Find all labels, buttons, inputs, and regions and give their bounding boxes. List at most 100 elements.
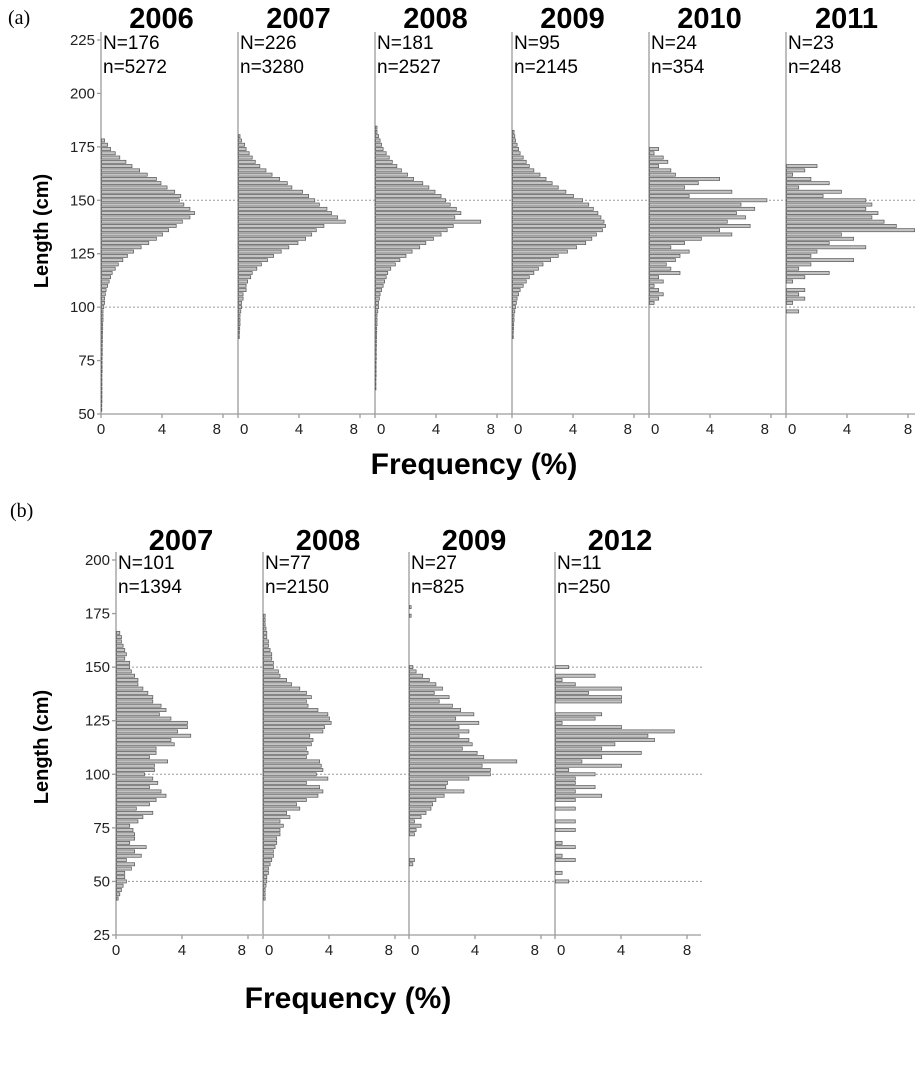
y-tick-label: 175 [85, 606, 110, 623]
bar-2007-166cm [238, 164, 261, 168]
bar-2007-134cm [238, 232, 313, 237]
bar-2008-70cm [375, 369, 377, 374]
panel-N-count: N=24 [651, 33, 697, 54]
x-axis-label: Frequency (%) [245, 982, 452, 1015]
bar-2009-128cm [409, 712, 475, 717]
bar-2009-142cm [409, 682, 437, 687]
bar-2011-128cm [786, 245, 867, 250]
panel-n-count: n=250 [557, 577, 610, 598]
bar-2010-134cm [649, 232, 733, 237]
bar-2008-150cm [375, 198, 447, 203]
bar-2006-146cm [101, 206, 191, 211]
bar-2009-136cm [409, 695, 450, 700]
bar-2006-74cm [101, 360, 103, 365]
y-tick-label: 50 [93, 873, 110, 890]
y-tick-label: 200 [85, 552, 110, 569]
bar-2007-90cm [238, 326, 241, 331]
bar-2007-70cm [116, 836, 135, 841]
x-tick-label: 4 [706, 421, 714, 438]
panel-n-count: n=1394 [118, 577, 182, 598]
bar-2008-52cm [263, 875, 268, 880]
bar-2011-102cm [786, 300, 793, 305]
bar-2007-112cm [238, 279, 248, 284]
bar-2006-132cm [101, 236, 157, 241]
bar-2010-130cm [649, 241, 685, 245]
x-tick-label: 8 [904, 421, 912, 438]
bar-2009-110cm [409, 750, 478, 755]
bar-2007-126cm [116, 716, 172, 721]
bar-2008-140cm [375, 219, 482, 224]
bar-2009-98cm [409, 776, 470, 781]
bar-2008-46cm [263, 888, 266, 892]
bar-2007-160cm [116, 643, 124, 648]
bar-2008-90cm [375, 326, 378, 331]
bar-2008-112cm [375, 279, 385, 284]
bar-2009-94cm [512, 318, 515, 322]
bar-2009-114cm [512, 275, 530, 280]
bar-2006-112cm [101, 279, 110, 284]
bar-2007-104cm [238, 296, 244, 301]
bar-2007-162cm [238, 172, 273, 177]
x-tick-label: 0 [240, 421, 248, 438]
bar-2007-92cm [116, 789, 162, 794]
bar-2007-160cm [238, 177, 281, 181]
bar-2008-118cm [375, 266, 392, 271]
x-tick-label: 0 [112, 942, 120, 959]
bar-2010-136cm [649, 228, 721, 233]
bar-2012-146cm [555, 673, 596, 678]
panel-year-title: 2009 [540, 3, 605, 35]
bar-2008-144cm [375, 211, 462, 215]
bar-2006-140cm [101, 219, 183, 224]
bar-2006-76cm [101, 356, 103, 361]
bar-2009-168cm [512, 159, 527, 164]
bar-2008-160cm [375, 177, 414, 181]
bar-2008-64cm [263, 849, 274, 854]
bar-2008-162cm [375, 172, 408, 177]
bar-2008-94cm [263, 785, 320, 790]
bar-2007-60cm [116, 858, 127, 862]
bar-2008-92cm [375, 322, 378, 327]
bar-2008-70cm [263, 836, 278, 841]
y-tick-label: 75 [93, 820, 110, 837]
bar-2010-146cm [649, 206, 756, 211]
bar-2012-62cm [555, 853, 563, 858]
bar-2008-172cm [375, 151, 387, 156]
bar-2009-178cm [409, 605, 412, 610]
bar-2008-84cm [263, 806, 301, 811]
bar-2008-136cm [375, 228, 448, 233]
bar-2007-152cm [116, 660, 131, 665]
panel-year-title: 2007 [266, 3, 331, 35]
bar-2008-60cm [263, 858, 273, 862]
bar-2007-136cm [238, 228, 317, 233]
x-tick-label: 0 [97, 421, 105, 438]
bar-2008-158cm [263, 648, 271, 652]
bar-2009-84cm [409, 806, 432, 811]
bar-2007-180cm [238, 134, 241, 139]
bar-2009-108cm [409, 755, 485, 760]
bar-2007-162cm [116, 639, 122, 644]
bar-2007-132cm [116, 703, 162, 708]
bar-2010-142cm [649, 215, 746, 220]
bar-2011-156cm [786, 185, 800, 190]
panel-n-count: n=2150 [265, 577, 329, 598]
bar-2007-118cm [238, 266, 258, 271]
bar-2007-152cm [238, 194, 310, 198]
bar-2007-146cm [238, 206, 328, 211]
bar-2011-120cm [786, 262, 812, 267]
bar-2006-120cm [101, 262, 119, 267]
bar-2007-88cm [238, 330, 240, 335]
x-tick-label: 0 [651, 421, 659, 438]
bar-2009-120cm [512, 262, 544, 267]
bar-2010-118cm [649, 266, 672, 271]
bar-2010-166cm [649, 164, 659, 168]
bar-2008-122cm [375, 258, 401, 263]
bar-2009-144cm [409, 678, 430, 682]
panel-n-count: n=825 [411, 577, 464, 598]
bar-2008-56cm [263, 866, 269, 871]
bar-2009-104cm [512, 296, 518, 301]
bar-2007-56cm [116, 866, 132, 871]
bar-2007-102cm [116, 768, 155, 772]
x-tick-label: 4 [295, 421, 303, 438]
x-tick-label: 0 [514, 421, 522, 438]
bar-2007-96cm [116, 780, 159, 785]
